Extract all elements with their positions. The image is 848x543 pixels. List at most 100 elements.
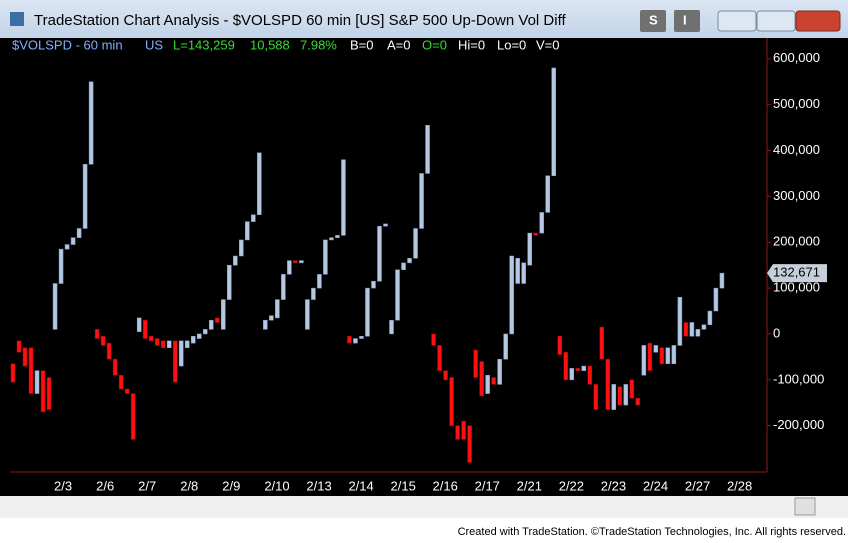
candle-body: [689, 322, 695, 337]
bid: B=0: [350, 37, 374, 52]
candle-body: [527, 232, 532, 266]
pct-change: 7.98%: [300, 37, 337, 52]
x-tick-label: 2/3: [54, 478, 72, 493]
minimize-button[interactable]: [717, 10, 757, 32]
x-tick-label: 2/7: [138, 478, 156, 493]
x-tick-label: 2/9: [222, 478, 240, 493]
candle-body: [251, 214, 256, 222]
ask: A=0: [387, 37, 411, 52]
scroll-thumb[interactable]: [794, 497, 816, 516]
candle-body: [605, 358, 611, 410]
candle-body: [407, 258, 412, 264]
x-tick-label: 2/8: [180, 478, 198, 493]
i-button[interactable]: [674, 10, 700, 32]
scrollbar[interactable]: [0, 496, 848, 518]
candle-body: [569, 368, 574, 381]
x-tick-label: 2/27: [685, 478, 710, 493]
x-tick-label: 2/16: [433, 478, 458, 493]
candle-body: [713, 287, 719, 312]
plot-background: [0, 38, 848, 496]
candle-body: [449, 377, 454, 426]
candle-body: [413, 228, 418, 259]
candle-body: [635, 397, 641, 406]
candle-body: [617, 386, 623, 406]
candle-body: [479, 361, 484, 397]
candle-body: [503, 333, 508, 360]
close-button[interactable]: [795, 10, 841, 32]
candle-body: [100, 336, 106, 346]
candle-body: [124, 388, 130, 394]
candle-body: [52, 283, 58, 330]
candle-body: [281, 274, 286, 300]
candle-body: [377, 225, 382, 282]
candle-body: [299, 260, 304, 264]
y-tick-label: 100,000: [773, 280, 820, 295]
candle-body: [719, 272, 725, 289]
candle-body: [473, 349, 478, 378]
x-tick-label: 2/10: [264, 478, 289, 493]
candle-body: [305, 299, 310, 330]
candle-body: [10, 363, 16, 383]
x-tick-label: 2/23: [601, 478, 626, 493]
candle-body: [227, 264, 232, 300]
candle-body: [329, 237, 334, 241]
candle-body: [148, 336, 154, 342]
window-title: TradeStation Chart Analysis - $VOLSPD 60…: [34, 12, 566, 29]
x-tick-label: 2/28: [727, 478, 752, 493]
candle-body: [257, 152, 262, 215]
candle-body: [395, 269, 400, 321]
x-tick-label: 2/22: [559, 478, 584, 493]
candle-body: [184, 340, 190, 348]
candle-body: [341, 159, 346, 236]
candle-body: [641, 345, 647, 376]
candle-body: [551, 67, 556, 176]
candle-body: [82, 164, 88, 229]
candle-body: [160, 340, 166, 348]
candle-body: [683, 322, 689, 337]
candle-body: [371, 280, 376, 289]
candle-body: [455, 425, 460, 440]
candle-body: [431, 333, 436, 346]
x-tick-label: 2/14: [348, 478, 373, 493]
candle-body: [58, 248, 64, 284]
candle-body: [383, 223, 388, 227]
candle-body: [419, 173, 424, 229]
i-button-label[interactable]: I: [683, 12, 687, 27]
candle-body: [671, 345, 677, 365]
candle-body: [22, 347, 28, 367]
y-tick-label: 0: [773, 325, 780, 340]
candle-body: [353, 338, 358, 344]
candle-body: [130, 393, 136, 440]
candle-body: [497, 358, 502, 385]
s-button[interactable]: [640, 10, 666, 32]
candle-body: [166, 340, 172, 348]
candle-body: [190, 336, 196, 344]
y-tick-label: 300,000: [773, 188, 820, 203]
open: O=0: [422, 37, 447, 52]
candle-body: [16, 340, 22, 353]
candle-body: [611, 384, 617, 410]
low: Lo=0: [497, 37, 526, 52]
candle-body: [563, 352, 568, 381]
candle-body: [106, 342, 112, 360]
maximize-button[interactable]: [756, 10, 796, 32]
candle-body: [233, 255, 238, 266]
y-tick-label: 200,000: [773, 234, 820, 249]
candle-body: [647, 342, 653, 371]
candle-body: [172, 340, 178, 383]
candle-body: [695, 329, 701, 337]
title-bar: [0, 0, 848, 38]
symbol: $VOLSPD - 60 min: [12, 37, 123, 52]
candle-body: [239, 239, 244, 257]
last: L=143,259: [173, 37, 235, 52]
candle-body: [142, 319, 148, 339]
candle-body: [581, 365, 587, 371]
candle-body: [509, 255, 514, 335]
x-tick-label: 2/13: [306, 478, 331, 493]
candle-body: [485, 374, 490, 394]
candle-body: [533, 232, 538, 236]
s-button-label[interactable]: S: [649, 12, 658, 27]
x-tick-label: 2/6: [96, 478, 114, 493]
candle-body: [347, 336, 352, 344]
candle-body: [311, 287, 316, 300]
